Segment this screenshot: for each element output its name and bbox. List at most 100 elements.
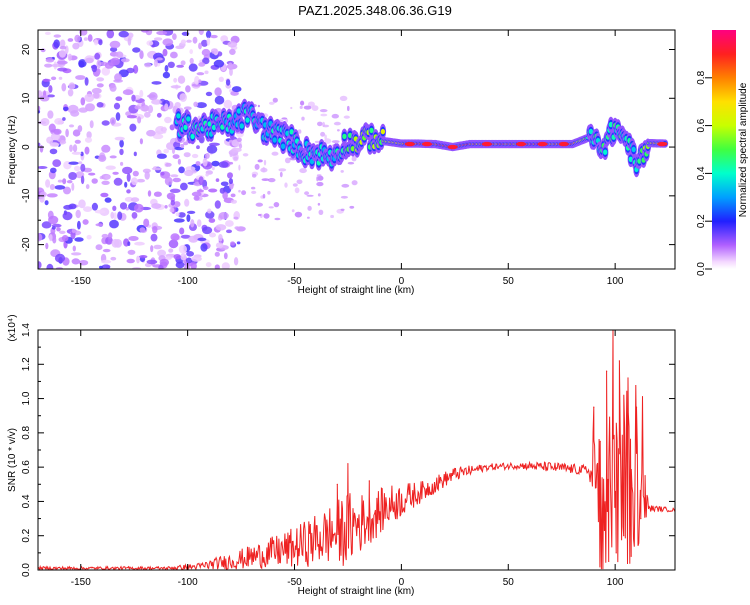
heatmap-cell	[188, 235, 199, 243]
heatmap-cell	[188, 63, 198, 72]
heatmap-cell	[127, 241, 131, 246]
heatmap-cell	[109, 117, 116, 125]
snr-axes: -150 -100 -50 0 50 100 0.0 0.2 0.4 0.6 0.8 1.0 1.2 1.…	[21, 323, 675, 588]
heatmap-cell	[167, 61, 175, 68]
x-tick-label: -100	[178, 577, 198, 588]
snr-xlabel: Height of straight line (km)	[298, 586, 415, 597]
heatmap-cell	[84, 146, 90, 155]
heatmap-cell	[214, 200, 221, 209]
heatmap-cell	[207, 208, 212, 214]
heatmap-cell	[219, 187, 225, 194]
heatmap-cell	[110, 211, 115, 219]
heatmap-cell	[228, 161, 234, 165]
heatmap-cell	[205, 91, 213, 97]
heatmap-cell	[342, 133, 347, 140]
heatmap-cell	[38, 105, 41, 111]
heatmap-cell	[284, 182, 288, 188]
heatmap-cell	[281, 117, 288, 120]
heatmap-cell	[317, 202, 321, 206]
heatmap-cell	[63, 106, 69, 112]
heatmap-cell	[114, 136, 125, 141]
heatmap-cell	[173, 77, 178, 83]
heatmap-cell	[104, 62, 114, 69]
heatmap-cell	[92, 92, 100, 99]
heatmap-cell	[71, 182, 75, 191]
heatmap-cell	[196, 145, 200, 150]
heatmap-cell	[122, 89, 134, 96]
heatmap-cell	[80, 175, 85, 185]
heatmap-cell	[349, 205, 355, 209]
heatmap-cell	[351, 180, 358, 186]
heatmap-cell	[272, 137, 277, 143]
heatmap-cell	[83, 37, 88, 41]
heatmap-cell	[223, 185, 232, 194]
heatmap-cell	[230, 193, 236, 198]
heatmap-cell	[109, 219, 119, 229]
heatmap-cell	[101, 120, 110, 126]
heatmap-cell	[251, 186, 256, 190]
heatmap-cell	[38, 166, 48, 169]
y-tick-label: 0.6	[21, 460, 32, 474]
heatmap-cell	[110, 256, 117, 261]
heatmap-cell	[301, 116, 305, 121]
heatmap-cell	[158, 264, 164, 269]
heatmap-cell	[109, 155, 117, 159]
heatmap-cell	[111, 238, 120, 248]
heatmap-cell	[151, 167, 163, 171]
y-tick-label: 1.0	[21, 391, 32, 405]
heatmap-cell	[152, 226, 158, 234]
heatmap-cell	[71, 228, 76, 234]
heatmap-cell	[153, 37, 163, 41]
heatmap-cell	[186, 210, 196, 214]
heatmap-cell	[87, 34, 93, 42]
heatmap-cell	[62, 211, 73, 221]
heatmap-cell	[214, 95, 225, 105]
heatmap-cell	[304, 191, 310, 196]
heatmap-cell	[48, 85, 53, 93]
heatmap-cell	[347, 161, 355, 165]
snr-line	[38, 330, 675, 570]
heatmap-cell	[147, 190, 152, 197]
heatmap-cell	[128, 236, 139, 241]
heatmap-cell	[153, 58, 158, 68]
heatmap-cell	[151, 81, 162, 85]
heatmap-cell	[144, 171, 150, 180]
heatmap-cell	[193, 195, 200, 201]
heatmap-cell	[45, 179, 51, 188]
heatmap-cell	[215, 178, 220, 183]
heatmap-cell	[165, 256, 172, 260]
heatmap-cell	[177, 75, 186, 84]
heatmap-cell	[78, 60, 85, 68]
heatmap-cell	[46, 263, 54, 269]
colorbar-axes: 0.0 0.2 0.4 0.6 0.8	[696, 70, 712, 276]
y-tick-label: 0.4	[21, 494, 32, 508]
heatmap-cell	[136, 255, 140, 264]
snr-peak-point	[593, 406, 595, 408]
heatmap-cell	[156, 30, 168, 36]
heatmap-cell	[218, 76, 224, 83]
heatmap-cell	[316, 181, 324, 187]
heatmap-cell	[96, 77, 105, 82]
heatmap-cell	[164, 205, 168, 209]
spectrogram-frame	[37, 29, 676, 270]
heatmap-cell	[225, 79, 231, 86]
heatmap-cell	[274, 217, 281, 221]
heatmap-cell	[98, 39, 103, 46]
heatmap-cell	[45, 58, 55, 63]
heatmap-cell	[201, 48, 211, 57]
heatmap-cell	[233, 257, 239, 266]
heatmap-cell	[209, 142, 220, 146]
heatmap-cell	[77, 220, 81, 230]
heatmap-cell	[233, 216, 239, 220]
heatmap-cell	[206, 144, 218, 154]
heatmap-cell	[74, 34, 81, 43]
heatmap-cell	[169, 207, 175, 213]
heatmap-cell	[211, 166, 215, 171]
snr-plot-area	[38, 330, 675, 570]
heatmap-cell	[339, 95, 348, 101]
heatmap-cell	[176, 64, 185, 68]
heatmap-cell	[422, 141, 432, 147]
heatmap-cell	[324, 134, 327, 140]
heatmap-cell	[83, 206, 93, 213]
